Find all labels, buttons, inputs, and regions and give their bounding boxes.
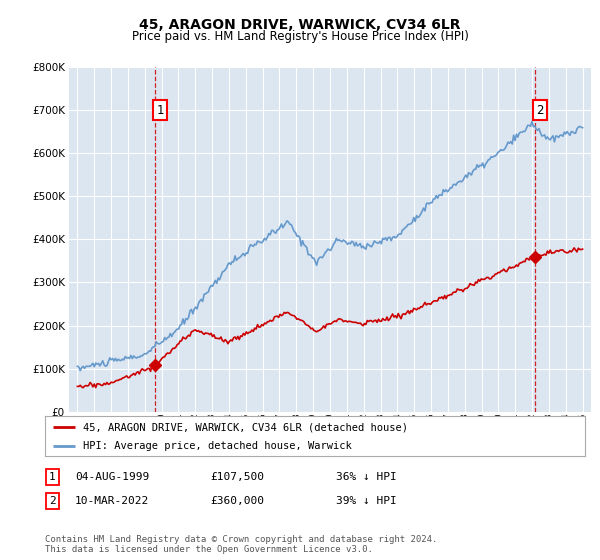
Text: 1: 1 [49, 472, 56, 482]
Text: £107,500: £107,500 [210, 472, 264, 482]
Text: 45, ARAGON DRIVE, WARWICK, CV34 6LR: 45, ARAGON DRIVE, WARWICK, CV34 6LR [139, 18, 461, 32]
Text: 10-MAR-2022: 10-MAR-2022 [75, 496, 149, 506]
Text: £360,000: £360,000 [210, 496, 264, 506]
Text: 45, ARAGON DRIVE, WARWICK, CV34 6LR (detached house): 45, ARAGON DRIVE, WARWICK, CV34 6LR (det… [83, 422, 408, 432]
Text: 36% ↓ HPI: 36% ↓ HPI [336, 472, 397, 482]
Text: 2: 2 [49, 496, 56, 506]
Text: 1: 1 [156, 104, 164, 116]
Text: 2: 2 [536, 104, 544, 116]
Text: 39% ↓ HPI: 39% ↓ HPI [336, 496, 397, 506]
Text: 04-AUG-1999: 04-AUG-1999 [75, 472, 149, 482]
Text: Contains HM Land Registry data © Crown copyright and database right 2024.
This d: Contains HM Land Registry data © Crown c… [45, 535, 437, 554]
Text: Price paid vs. HM Land Registry's House Price Index (HPI): Price paid vs. HM Land Registry's House … [131, 30, 469, 43]
Text: HPI: Average price, detached house, Warwick: HPI: Average price, detached house, Warw… [83, 441, 352, 451]
